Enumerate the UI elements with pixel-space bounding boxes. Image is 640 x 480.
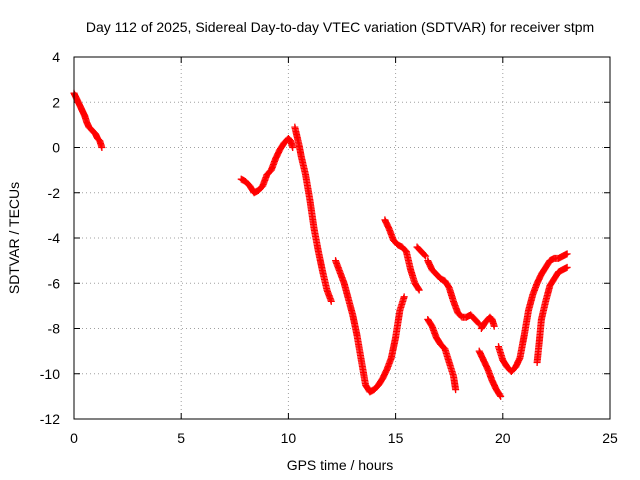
data-point (98, 144, 106, 151)
y-tick-label: -8 (48, 321, 61, 337)
x-tick-label: 10 (281, 430, 297, 446)
x-axis-title: GPS time / hours (287, 457, 394, 473)
data-points (70, 89, 571, 400)
y-tick-label: -10 (40, 366, 60, 382)
data-point (497, 392, 505, 400)
y-tick-label: 4 (52, 49, 60, 65)
data-point (563, 263, 571, 271)
y-tick-label: -6 (48, 275, 61, 291)
data-point (490, 322, 498, 330)
chart-title: Day 112 of 2025, Sidereal Day-to-day VTE… (86, 19, 594, 35)
y-tick-label: -4 (48, 230, 61, 246)
data-point (289, 144, 297, 151)
x-tick-label: 0 (70, 430, 78, 446)
x-tick-label: 15 (388, 430, 404, 446)
x-tick-labels: 0 5 10 15 20 25 (70, 430, 618, 446)
data-point (414, 285, 422, 293)
data-point (415, 286, 423, 294)
x-tick-label: 5 (177, 430, 185, 446)
y-axis-title: SDTVAR / TECUs (6, 182, 22, 294)
x-tick-label: 20 (495, 430, 511, 446)
data-point (563, 250, 571, 258)
grid-lines (74, 57, 610, 419)
x-tick-label: 25 (602, 430, 618, 446)
data-point (496, 391, 504, 399)
y-tick-label: 0 (52, 140, 60, 156)
data-point (327, 297, 335, 305)
y-tick-labels: 4 2 0 -2 -4 -6 -8 -10 -12 (40, 49, 60, 427)
y-tick-label: -12 (40, 411, 60, 427)
data-point (400, 293, 408, 301)
y-tick-label: 2 (52, 94, 60, 110)
data-point (421, 251, 429, 259)
plot-frame (73, 56, 611, 420)
data-point (422, 252, 430, 260)
data-point (474, 319, 482, 327)
data-point (452, 386, 460, 394)
y-tick-label: -2 (48, 185, 61, 201)
